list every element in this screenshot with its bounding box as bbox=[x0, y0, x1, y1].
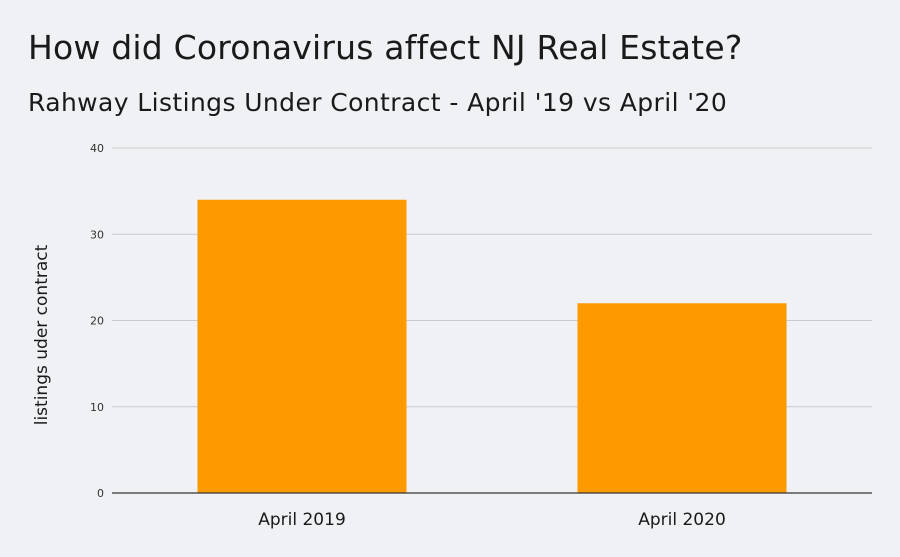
axes: 0 10 20 30 40 April 2019 April 2020 bbox=[90, 142, 872, 530]
bar-april-2020 bbox=[577, 303, 787, 493]
bar-april-2019 bbox=[197, 199, 407, 493]
x-tick-label-april-2019: April 2019 bbox=[258, 510, 346, 530]
bars bbox=[197, 199, 787, 493]
y-tick-label-40: 40 bbox=[90, 142, 104, 155]
x-tick-label-april-2020: April 2020 bbox=[638, 510, 726, 530]
y-tick-label-0: 0 bbox=[97, 487, 104, 500]
chart-subtitle: Rahway Listings Under Contract - April '… bbox=[28, 88, 728, 117]
y-tick-label-10: 10 bbox=[90, 401, 104, 414]
chart-title: How did Coronavirus affect NJ Real Estat… bbox=[28, 28, 743, 67]
y-axis-label: listings uder contract bbox=[32, 244, 52, 425]
y-tick-label-30: 30 bbox=[90, 228, 104, 241]
y-tick-label-20: 20 bbox=[90, 315, 104, 328]
